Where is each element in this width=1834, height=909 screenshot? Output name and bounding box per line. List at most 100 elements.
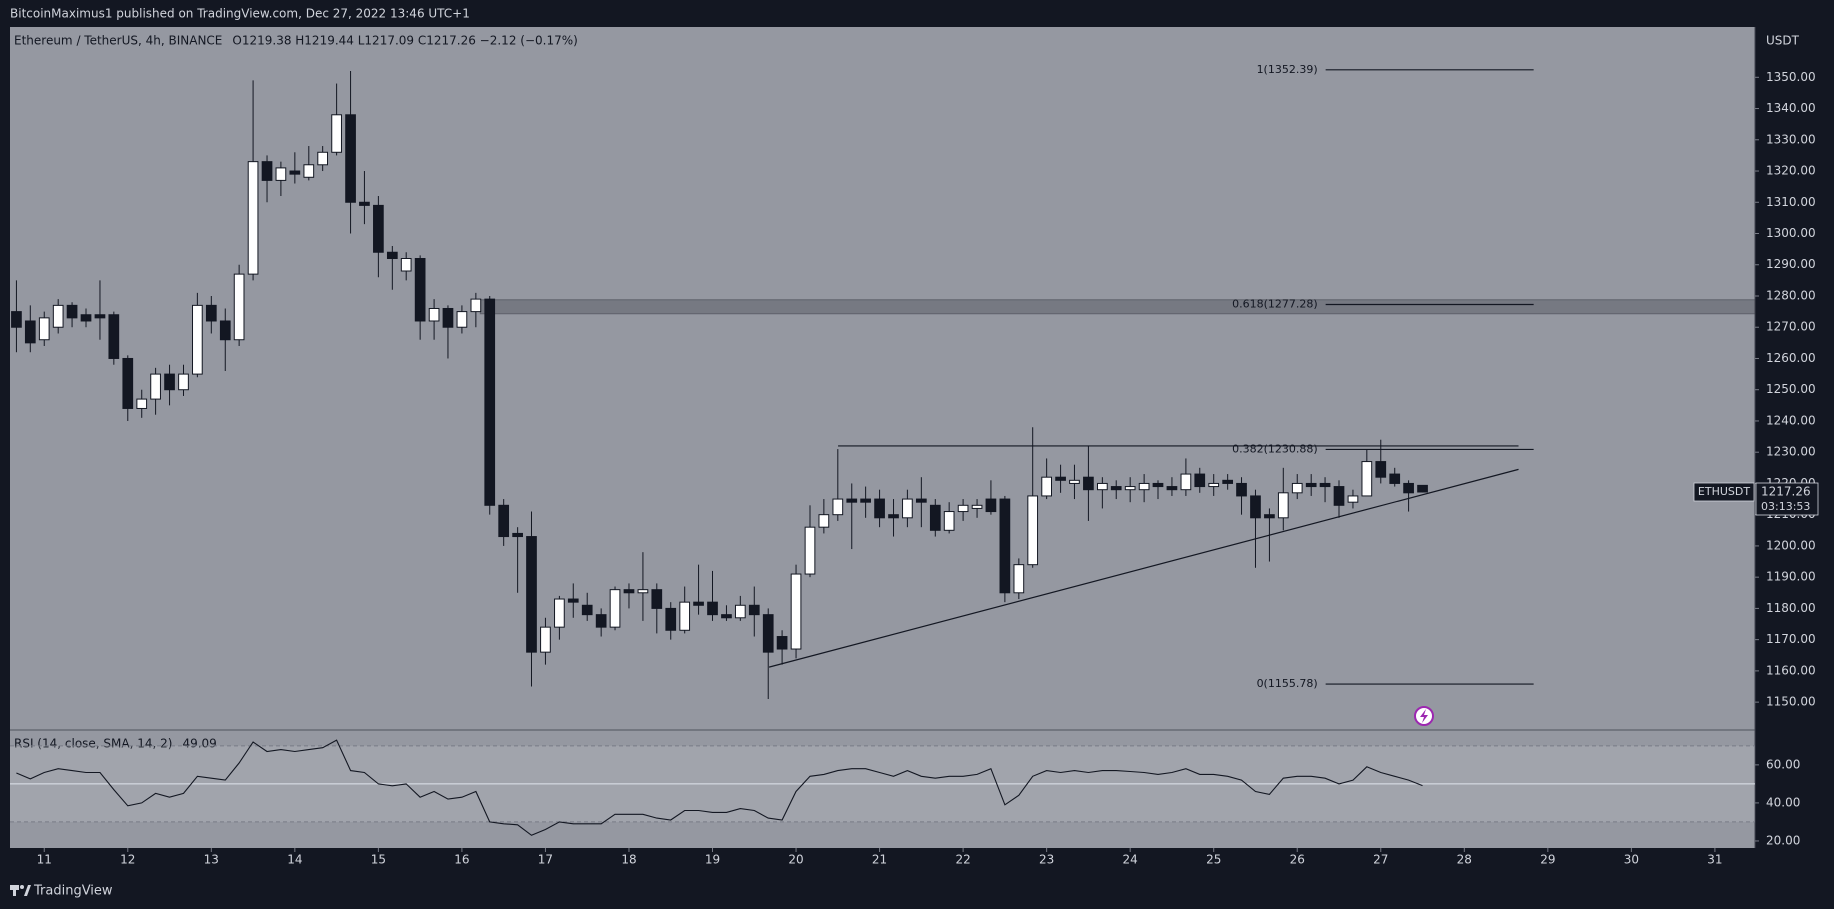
candle-body <box>554 598 565 628</box>
candle-body <box>400 258 412 272</box>
x-tick-label: 29 <box>1540 853 1555 867</box>
candle-body <box>136 398 148 409</box>
candle-body <box>902 498 913 519</box>
candle-body <box>470 298 482 313</box>
candle-body <box>1375 461 1387 478</box>
x-tick-label: 11 <box>37 853 52 867</box>
candle-body <box>860 498 871 503</box>
candle-body <box>1124 486 1136 491</box>
rsi-last-value: 49.09 <box>182 737 216 751</box>
candle-body <box>915 498 927 503</box>
rsi-tick-label: 20.00 <box>1766 833 1800 847</box>
candle-body <box>275 167 287 181</box>
logo-part <box>13 885 16 896</box>
x-tick-label: 18 <box>621 853 636 867</box>
candle-body <box>1333 486 1345 506</box>
y-tick-label: 1260.00 <box>1766 351 1816 365</box>
candle-body <box>1250 495 1261 519</box>
candle-body <box>1291 482 1303 494</box>
candle-body <box>1236 482 1247 497</box>
y-tick-label: 1250.00 <box>1766 382 1816 396</box>
candle-body <box>484 298 496 506</box>
price-tag-value: 1217.26 <box>1761 485 1811 499</box>
candle-body <box>289 170 301 175</box>
candle-body <box>303 164 315 178</box>
x-tick-label: 30 <box>1624 853 1639 867</box>
candle-body <box>1222 479 1234 484</box>
candle-body <box>1347 495 1359 503</box>
resistance-zone <box>479 299 1756 315</box>
candle-body <box>205 304 217 322</box>
candle-body <box>94 314 106 319</box>
candle-body <box>526 536 537 653</box>
candle-body <box>108 314 120 359</box>
candle-body <box>1180 473 1192 491</box>
x-tick-label: 14 <box>287 853 302 867</box>
x-tick-label: 24 <box>1123 853 1138 867</box>
y-tick-label: 1310.00 <box>1766 195 1816 209</box>
x-tick-label: 16 <box>454 853 469 867</box>
candle-body <box>971 504 983 509</box>
candle-body <box>456 311 468 328</box>
y-tick-label: 1300.00 <box>1766 226 1816 240</box>
candle-body <box>1417 484 1428 493</box>
candle-body <box>150 373 161 400</box>
candle-body <box>192 304 203 375</box>
candle-body <box>1277 492 1289 519</box>
publish-header: BitcoinMaximus1 published on TradingView… <box>10 7 470 21</box>
x-tick-label: 27 <box>1373 853 1388 867</box>
candle-body <box>874 498 885 519</box>
y-tick-label: 1180.00 <box>1766 601 1816 615</box>
alert-bolt <box>1420 709 1428 723</box>
candle-body <box>818 514 830 528</box>
y-tick-label: 1320.00 <box>1766 164 1816 178</box>
candle-body <box>386 251 398 260</box>
price-pane <box>10 27 1755 729</box>
symbol-legend: Ethereum / TetherUS, 4h, BINANCE <box>14 34 222 48</box>
y-tick-label: 1350.00 <box>1766 70 1816 84</box>
x-tick-label: 25 <box>1206 853 1221 867</box>
rsi-legend: RSI (14, close, SMA, 14, 2) <box>14 737 172 751</box>
symbol-tag-text: ETHUSDT <box>1698 485 1750 498</box>
y-tick-label: 1240.00 <box>1766 413 1816 427</box>
candle-body <box>999 498 1011 594</box>
x-tick-label: 15 <box>371 853 386 867</box>
candle-body <box>1097 482 1108 491</box>
x-tick-label: 28 <box>1457 853 1472 867</box>
candle-body <box>748 604 760 616</box>
y-tick-label: 1190.00 <box>1766 570 1816 584</box>
candle-body <box>428 307 440 322</box>
x-tick-label: 23 <box>1039 853 1054 867</box>
candle-body <box>679 601 691 631</box>
candle-body <box>985 498 997 513</box>
footer-logo <box>10 885 31 896</box>
candle-body <box>665 607 677 631</box>
y-tick-label: 1340.00 <box>1766 101 1816 115</box>
candle-body <box>24 320 36 344</box>
candle-body <box>1138 482 1150 491</box>
candle-body <box>178 373 189 391</box>
x-tick-label: 31 <box>1707 853 1722 867</box>
candle-body <box>734 604 746 619</box>
candle-body <box>1069 479 1080 484</box>
candle-body <box>1264 514 1275 519</box>
y-tick-label: 1160.00 <box>1766 663 1816 677</box>
candle-body <box>1152 482 1164 488</box>
x-tick-label: 21 <box>872 853 887 867</box>
rsi-tick-label: 40.00 <box>1766 795 1800 809</box>
candle-body <box>52 304 64 328</box>
candle-body <box>623 589 635 594</box>
candle-body <box>345 114 356 203</box>
candle-body <box>512 532 523 538</box>
candle-body <box>1041 476 1052 497</box>
y-tick-label: 1330.00 <box>1766 132 1816 146</box>
candle-body <box>846 498 858 503</box>
candle-body <box>66 304 78 319</box>
candle-body <box>1013 564 1025 594</box>
fib-label: 0.382(1230.88) <box>1232 442 1318 455</box>
candle-body <box>261 161 273 181</box>
candle-body <box>651 589 663 609</box>
y-tick-label: 1290.00 <box>1766 257 1816 271</box>
candle-body <box>707 601 718 616</box>
